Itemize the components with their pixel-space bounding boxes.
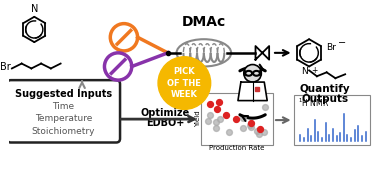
Text: +: + xyxy=(311,67,318,76)
Point xyxy=(205,119,211,122)
Text: Optimize: Optimize xyxy=(140,108,189,118)
Text: Production Rate: Production Rate xyxy=(209,145,265,151)
Point xyxy=(207,113,213,116)
FancyBboxPatch shape xyxy=(294,95,370,145)
Text: Time: Time xyxy=(53,102,74,111)
Point xyxy=(254,130,260,133)
FancyBboxPatch shape xyxy=(7,80,120,142)
FancyBboxPatch shape xyxy=(201,93,273,145)
Circle shape xyxy=(244,65,261,82)
Point xyxy=(214,108,220,111)
Point xyxy=(257,127,263,130)
Point xyxy=(248,122,254,125)
Point xyxy=(213,126,219,129)
Point xyxy=(207,102,213,105)
Text: N: N xyxy=(31,4,38,14)
Text: Outputs: Outputs xyxy=(301,94,348,104)
Bar xyxy=(254,87,259,91)
Text: Br: Br xyxy=(326,42,336,51)
Text: PICK
OF THE
WEEK: PICK OF THE WEEK xyxy=(167,67,201,99)
Point xyxy=(217,117,223,120)
Point xyxy=(256,132,262,135)
Text: N: N xyxy=(301,68,308,76)
Point xyxy=(233,118,239,121)
Point xyxy=(240,126,246,129)
Text: $^1$H NMR: $^1$H NMR xyxy=(298,97,330,109)
Point xyxy=(261,131,267,134)
Text: EDBO+: EDBO+ xyxy=(146,118,184,128)
Point xyxy=(248,126,254,129)
Point xyxy=(226,131,232,134)
Text: Quantify: Quantify xyxy=(299,84,350,94)
Circle shape xyxy=(158,57,211,109)
Text: Br: Br xyxy=(0,62,11,73)
Point xyxy=(223,114,229,117)
Text: Suggested Inputs: Suggested Inputs xyxy=(15,89,112,99)
Text: Temperature: Temperature xyxy=(35,114,92,123)
Point xyxy=(240,117,246,120)
Text: −: − xyxy=(338,38,347,48)
Point xyxy=(217,100,223,103)
Point xyxy=(213,120,219,123)
Text: DMAc: DMAc xyxy=(182,16,226,30)
Polygon shape xyxy=(238,82,267,101)
Text: Yield: Yield xyxy=(195,111,201,127)
Point xyxy=(246,123,253,126)
Text: Stoichiometry: Stoichiometry xyxy=(32,127,95,136)
Point xyxy=(262,106,268,109)
